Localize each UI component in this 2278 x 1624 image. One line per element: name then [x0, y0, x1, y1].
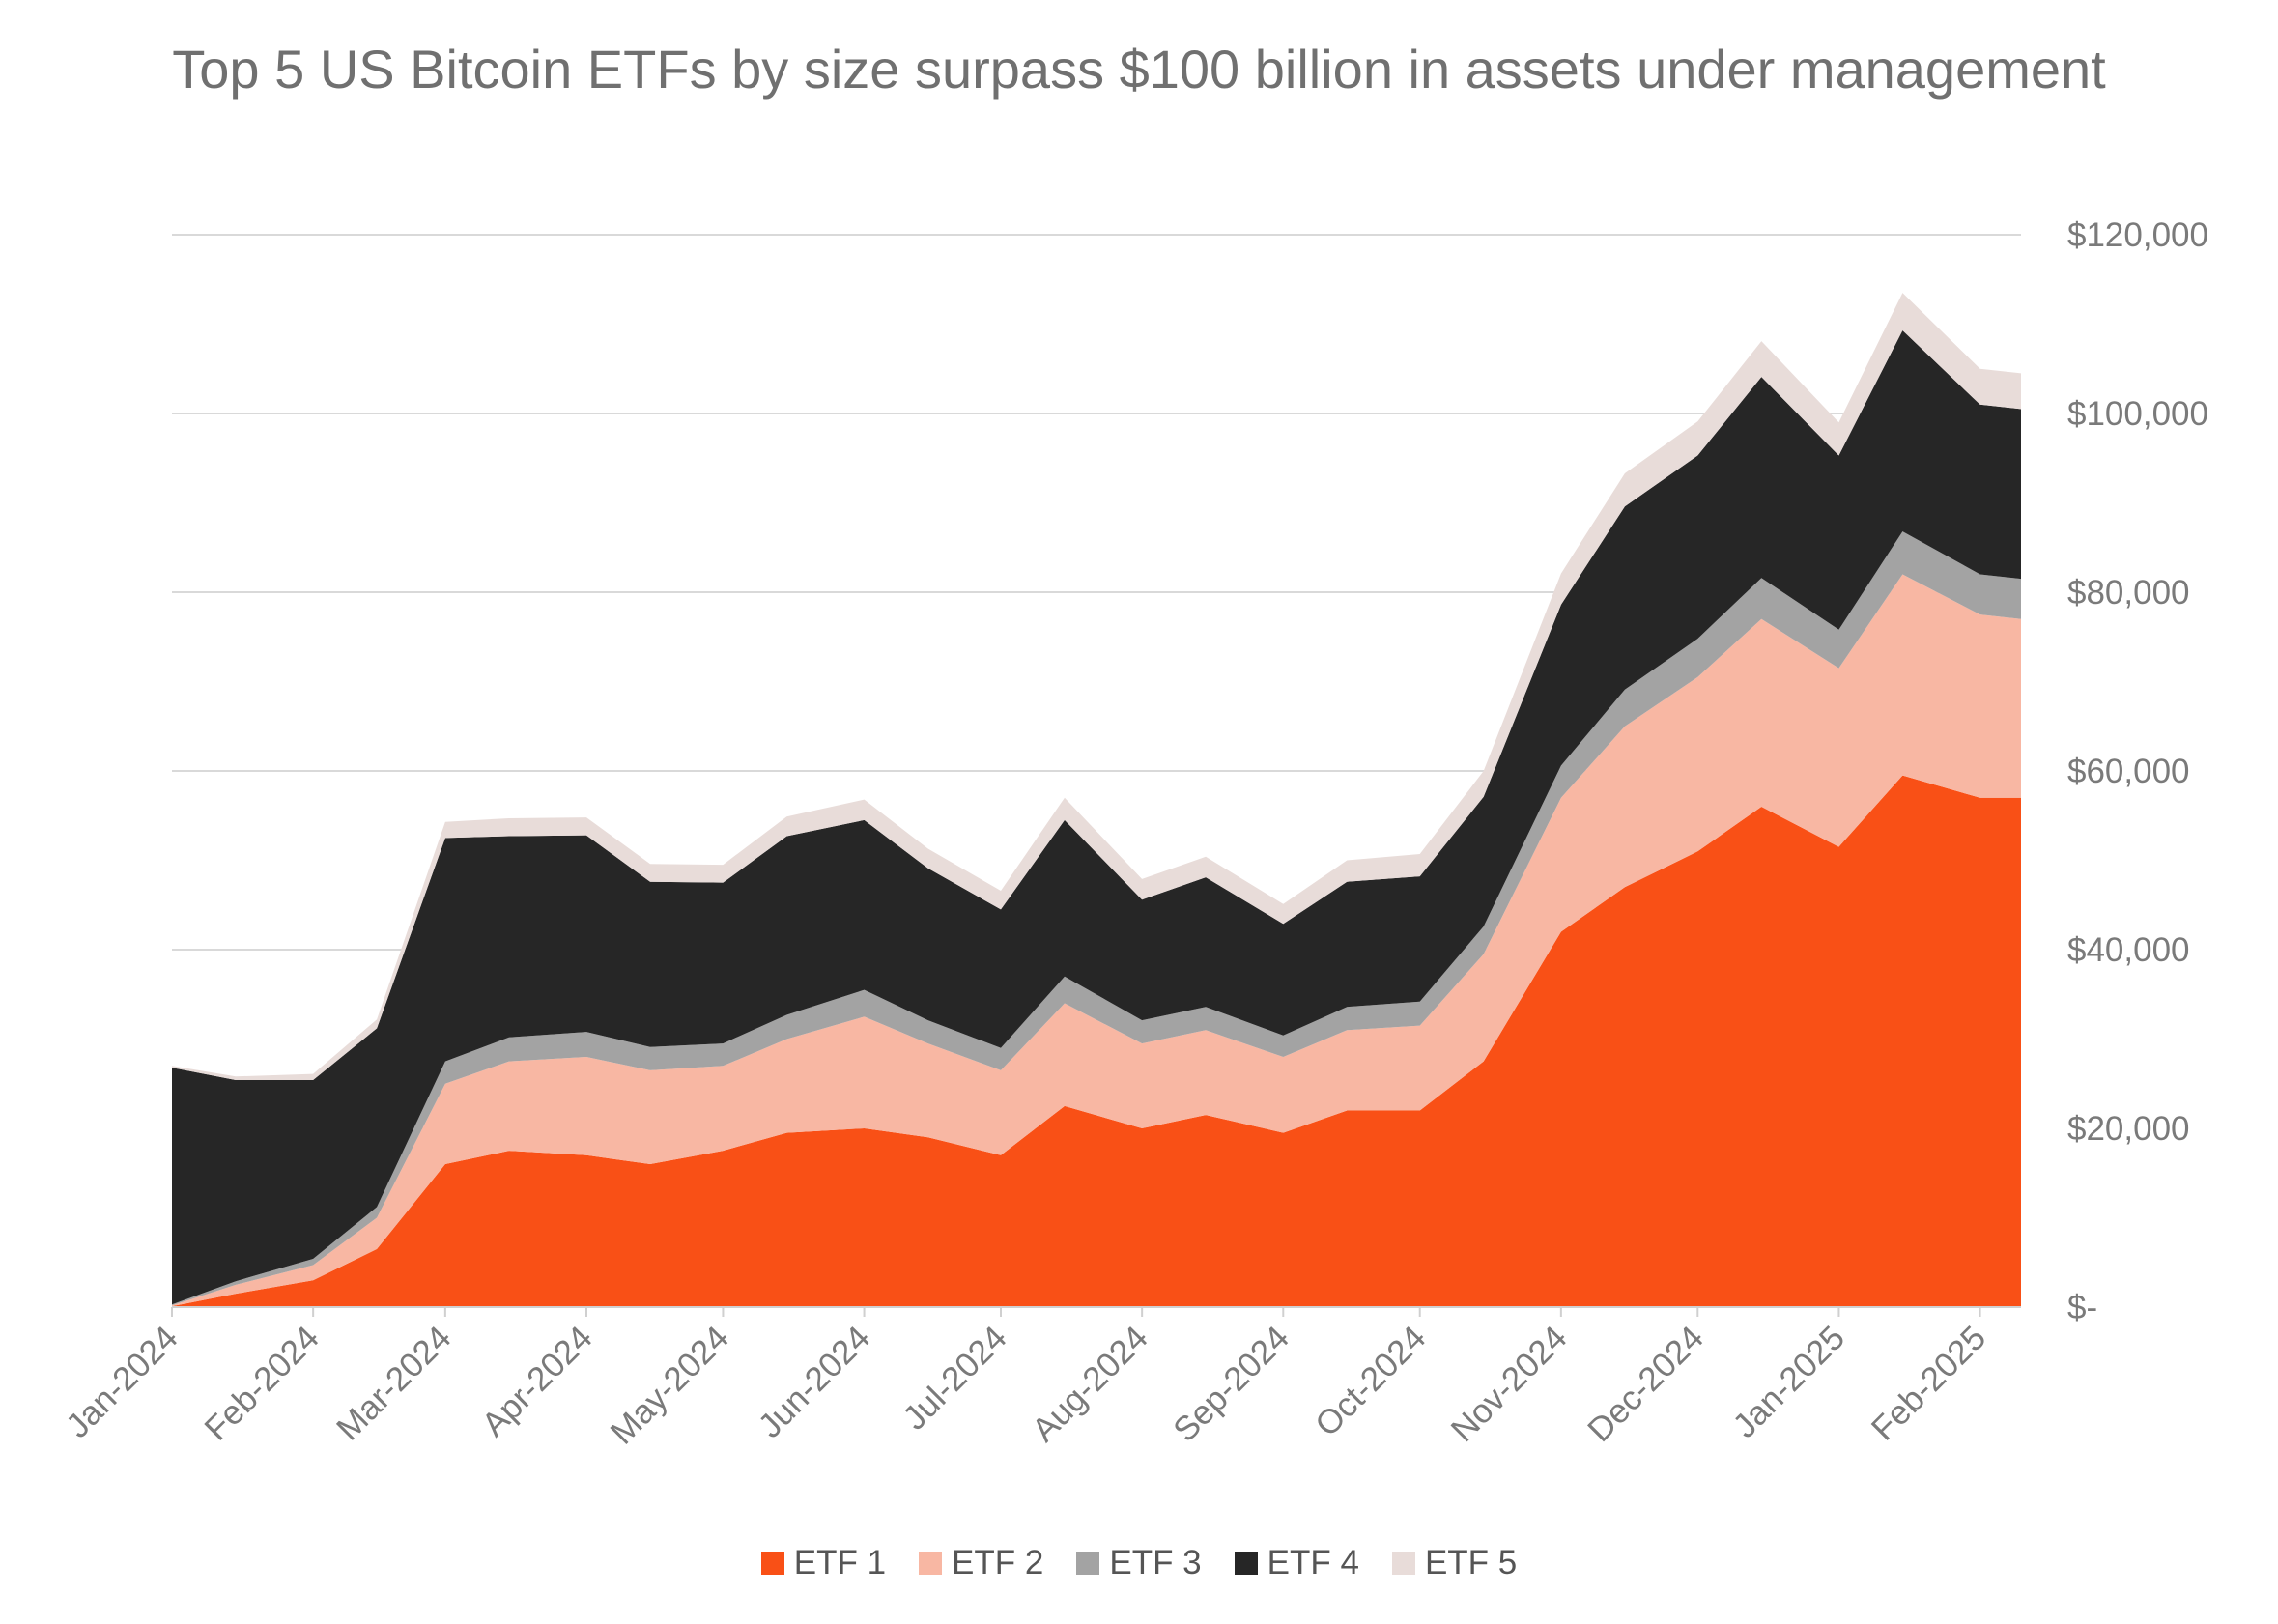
- legend: ETF 1 ETF 2 ETF 3 ETF 4 ETF 5: [0, 1544, 2278, 1582]
- y-tick-label: $80,000: [2067, 574, 2190, 612]
- x-tick-label: Sep-2024: [1166, 1319, 1296, 1449]
- x-tick-label: Jun-2024: [751, 1319, 877, 1445]
- legend-item: ETF 3: [1076, 1544, 1202, 1582]
- axes: [171, 1306, 2021, 1317]
- x-tick-label: Jul-2024: [896, 1319, 1014, 1438]
- legend-swatch: [919, 1552, 943, 1575]
- x-tick-label: Aug-2024: [1025, 1319, 1155, 1449]
- area-etf-2: [172, 574, 2021, 1307]
- chart-title: Top 5 US Bitcoin ETFs by size surpass $1…: [172, 39, 2106, 100]
- legend-label: ETF 5: [1424, 1544, 1518, 1581]
- x-tick-label: Feb-2025: [1865, 1319, 1994, 1448]
- x-tick-label: Feb-2024: [197, 1319, 327, 1448]
- y-tick-label: $40,000: [2067, 931, 2190, 969]
- legend-item: ETF 5: [1391, 1544, 1518, 1582]
- area-etf-1: [172, 775, 2021, 1307]
- legend-label: ETF 1: [793, 1544, 887, 1581]
- legend-swatch: [1076, 1552, 1100, 1575]
- x-axis-tick-labels: Jan-2024 Feb-2024 Mar-2024 Apr-2024 May-2024…: [59, 1319, 1993, 1452]
- legend-item: ETF 1: [760, 1544, 887, 1582]
- legend-swatch: [1234, 1552, 1258, 1575]
- y-tick-label: $20,000: [2067, 1110, 2190, 1148]
- stacked-areas: [172, 293, 2021, 1307]
- x-tick-label: Jan-2025: [1725, 1319, 1852, 1445]
- y-axis-tick-labels: $- $20,000 $40,000 $60,000 $80,000 $100,000 $1…: [2067, 216, 2208, 1326]
- y-tick-label: $120,000: [2067, 216, 2208, 254]
- x-tick-label: Nov-2024: [1444, 1319, 1575, 1449]
- y-tick-label: $-: [2067, 1289, 2097, 1326]
- area-etf-3: [172, 531, 2021, 1306]
- legend-item: ETF 2: [919, 1544, 1043, 1582]
- x-tick-label: Jan-2024: [59, 1319, 185, 1445]
- legend-swatch: [760, 1552, 784, 1575]
- x-tick-label: Mar-2024: [329, 1319, 458, 1447]
- legend-swatch: [1391, 1552, 1415, 1575]
- legend-label: ETF 4: [1267, 1544, 1359, 1581]
- legend-label: ETF 3: [1109, 1544, 1202, 1581]
- legend-item: ETF 4: [1234, 1544, 1359, 1582]
- x-tick-label: Dec-2024: [1580, 1319, 1711, 1449]
- y-tick-label: $100,000: [2067, 395, 2208, 433]
- y-tick-label: $60,000: [2067, 753, 2190, 790]
- area-etf-4: [172, 330, 2021, 1305]
- x-tick-label: May-2024: [603, 1319, 736, 1452]
- x-tick-label: Apr-2024: [474, 1319, 599, 1443]
- x-tick-label: Oct-2024: [1308, 1319, 1433, 1443]
- legend-label: ETF 2: [952, 1544, 1044, 1581]
